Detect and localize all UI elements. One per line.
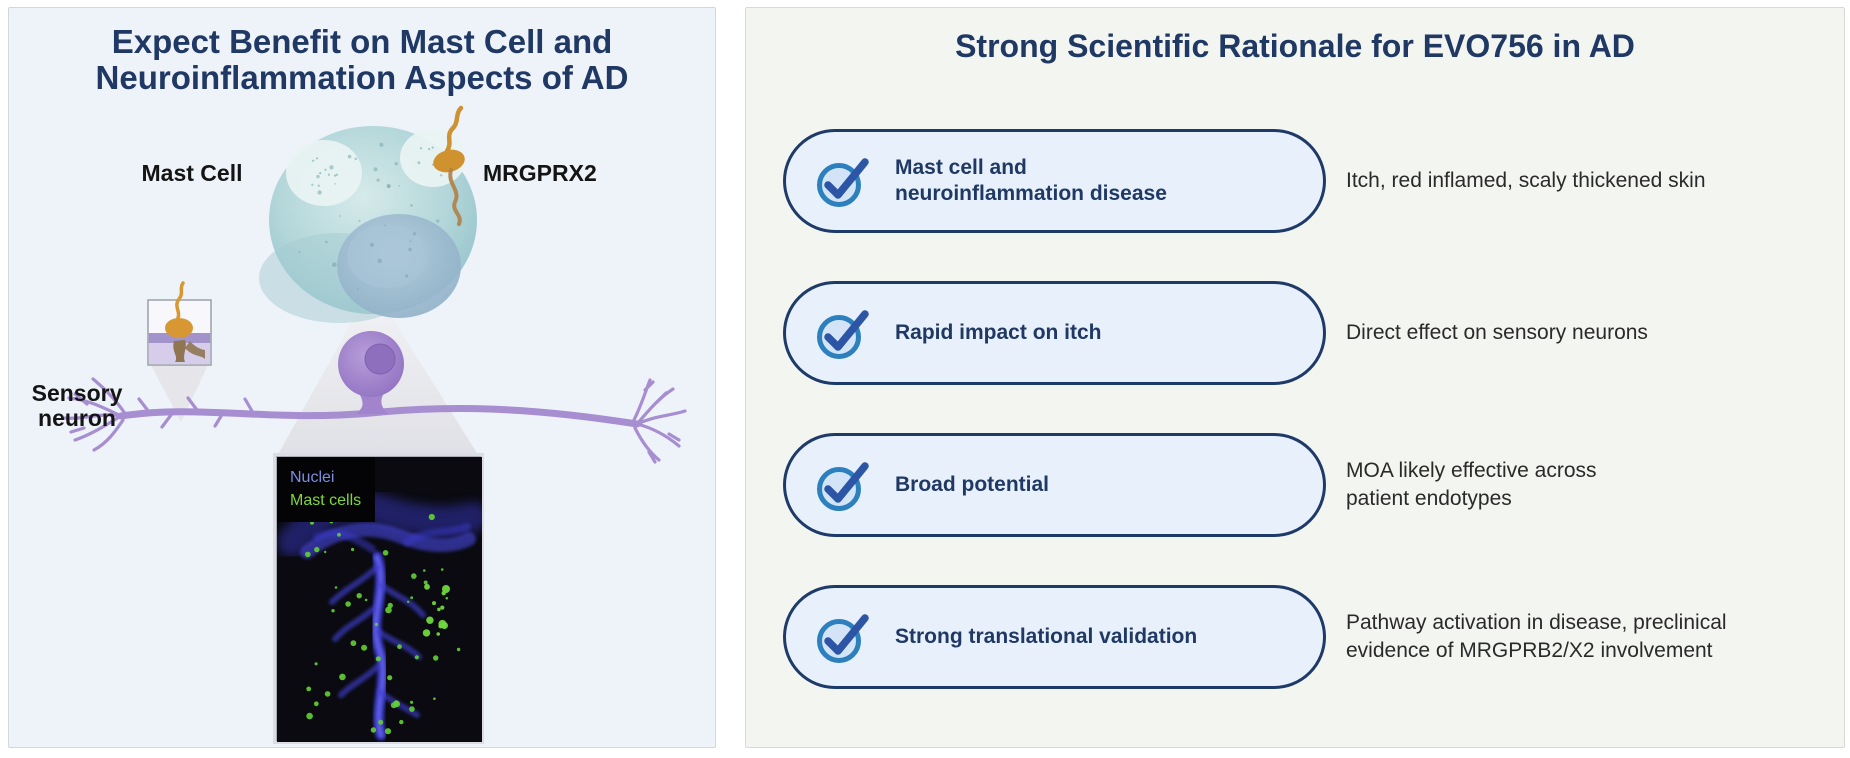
rationale-row: Broad potential MOA likely effective acr… (783, 433, 1833, 537)
rationale-description: Direct effect on sensory neurons (1346, 321, 1648, 345)
check-icon (817, 462, 869, 511)
right-panel-title: Strong Scientific Rationale for EVO756 i… (955, 28, 1635, 64)
micrograph-legend: Nuclei Mast cells (277, 457, 376, 523)
rationale-row: Strong translational validation Pathway … (783, 585, 1833, 689)
rationale-description: MOA likely effective across patient endo… (1346, 459, 1597, 510)
pill-label: Strong translational validation (895, 625, 1198, 649)
check-icon (817, 614, 869, 663)
rationale-pill: Broad potential (783, 433, 1326, 537)
rationale-description: Pathway activation in disease, preclinic… (1346, 611, 1727, 662)
rationale-pill: Rapid impact on itch (783, 281, 1326, 385)
check-icon (817, 158, 869, 207)
mrgprx2-label: MRGPRX2 (483, 160, 597, 186)
mast-cell-label: Mast Cell (141, 160, 243, 186)
check-icon (817, 310, 869, 359)
mast-cell-stain-dots (305, 513, 461, 735)
mrgprx2-receptor-graphic (433, 105, 465, 226)
left-panel: Expect Benefit on Mast Cell and Neuroinf… (8, 7, 716, 748)
legend-mast-cells: Mast cells (290, 492, 362, 510)
rationale-pill: Mast cell and neuroinflammation disease (783, 129, 1326, 233)
rationale-row: Mast cell and neuroinflammation disease … (783, 129, 1833, 233)
legend-nuclei: Nuclei (290, 469, 335, 486)
inset-funnel (151, 365, 208, 422)
pill-label: Broad potential (895, 473, 1050, 497)
pill-label: Mast cell and neuroinflammation disease (895, 156, 1167, 205)
receptor-inset-box (147, 281, 212, 366)
rationale-description: Itch, red inflamed, scaly thickened skin (1346, 169, 1706, 193)
left-panel-title: Expect Benefit on Mast Cell and Neuroinf… (95, 23, 629, 97)
rationale-row: Rapid impact on itch Direct effect on se… (783, 281, 1833, 385)
cell-texture-speckles (298, 142, 448, 291)
sensory-neuron-graphic (63, 331, 687, 464)
right-panel: Strong Scientific Rationale for EVO756 i… (745, 7, 1845, 748)
zoom-cone (276, 311, 480, 458)
micrograph-art (277, 457, 482, 742)
pill-label: Rapid impact on itch (895, 321, 1102, 345)
sensory-neuron-label: Sensory neuron (31, 380, 123, 431)
mast-cell-graphic (259, 126, 477, 323)
fluorescence-micrograph: Nuclei Mast cells (276, 456, 482, 742)
rationale-pill: Strong translational validation (783, 585, 1326, 689)
